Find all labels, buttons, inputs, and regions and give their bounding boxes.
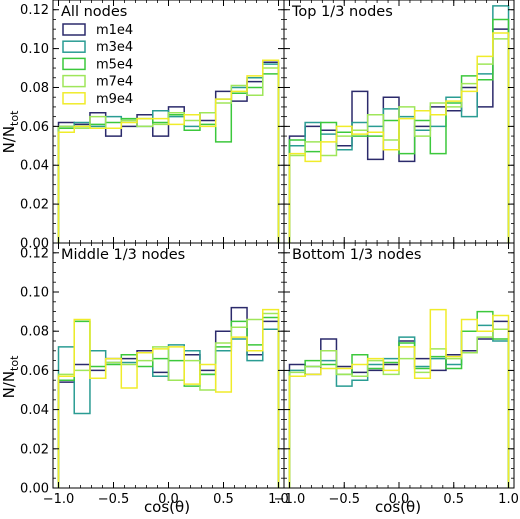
- y-tick-label: 0.08: [20, 325, 49, 340]
- y-axis-label-top: N/Ntot: [0, 110, 21, 154]
- x-tick-label: −1.0: [43, 492, 75, 507]
- series-m9e4: [288, 32, 510, 243]
- legend-label: m9e4: [96, 92, 133, 107]
- legend-swatch: [62, 74, 86, 88]
- panel-title: Middle 1/3 nodes: [61, 247, 185, 263]
- y-axis-label-bottom: N/Ntot: [0, 355, 21, 399]
- x-tick-label: 0.0: [389, 492, 410, 507]
- series-m9e4: [57, 59, 280, 243]
- legend-entry-m7e4: m7e4: [62, 74, 133, 90]
- x-tick-label: 0.5: [443, 492, 464, 507]
- y-tick-label: 0.10: [20, 42, 49, 57]
- series-m5e4: [57, 316, 280, 488]
- legend-swatch: [62, 92, 86, 105]
- legend-swatch: [62, 23, 86, 36]
- panel-title: Bottom 1/3 nodes: [292, 247, 421, 263]
- series-m1e4: [57, 306, 280, 488]
- legend-label: m3e4: [96, 40, 133, 55]
- y-tick-label: 0.12: [20, 246, 49, 261]
- y-tick-label: 0.06: [20, 120, 49, 135]
- x-tick-label: 0.5: [213, 492, 234, 507]
- y-tick-label: 0.04: [20, 159, 49, 174]
- panels-layer: 0.00 0.02 0.04 0.06 0.08 0.10 0.12 All nodes Top…: [20, 0, 519, 507]
- panel-title: Top 1/3 nodes: [291, 4, 393, 20]
- panel-2: Top 1/3 nodes: [283, 0, 515, 244]
- legend-entry-m1e4: m1e4: [62, 23, 133, 38]
- legend-label: m5e4: [96, 57, 133, 72]
- y-tick-label: 0.12: [20, 3, 49, 18]
- x-axis-label-right: cos(θ): [375, 498, 421, 516]
- x-tick-label: 1.0: [498, 492, 519, 507]
- series-m5e4: [57, 73, 280, 243]
- x-tick-label: 1.0: [268, 492, 289, 507]
- legend-label: m7e4: [96, 75, 133, 90]
- x-tick-label: −0.5: [328, 492, 360, 507]
- x-tick-label: 0.0: [158, 492, 179, 507]
- y-tick-label: 0.02: [20, 198, 49, 213]
- x-tick-label: −1.0: [274, 492, 306, 507]
- panel-4: −1.0 −0.5 0.0 0.5 1.0 Bottom 1/3 nodes: [274, 242, 519, 507]
- y-tick-label: 0.00: [20, 482, 49, 497]
- y-tick-label: 0.08: [20, 81, 49, 96]
- x-axis-label-left: cos(θ): [144, 498, 190, 516]
- y-axis-label-main: N/N: [0, 371, 18, 399]
- legend-swatch: [62, 57, 86, 71]
- series-m9e4: [57, 308, 280, 488]
- x-tick-label: −0.5: [98, 492, 130, 507]
- y-axis-label-subscript: tot: [8, 110, 21, 126]
- legend-swatch: [62, 40, 86, 53]
- series-m9e4: [288, 308, 510, 488]
- series-m1e4: [57, 61, 280, 243]
- legend-entry-m3e4: m3e4: [62, 40, 133, 55]
- y-axis-label-main: N/N: [0, 126, 18, 154]
- panel-3: 0.00 0.02 0.04 0.06 0.08 0.10 0.12 −1.0 −0.5 0.0 0…: [20, 242, 289, 507]
- legend-entry-m5e4: m5e4: [62, 57, 133, 72]
- y-tick-label: 0.02: [20, 442, 49, 457]
- panel-1: 0.00 0.02 0.04 0.06 0.08 0.10 0.12 All nodes: [20, 0, 285, 252]
- y-tick-label: 0.10: [20, 286, 49, 301]
- y-tick-label: 0.00: [20, 237, 49, 252]
- y-tick-label: 0.04: [20, 403, 49, 418]
- y-axis-label-subscript: tot: [8, 355, 21, 371]
- y-tick-label: 0.06: [20, 364, 49, 379]
- legend: m1e4 m3e4 m5e4 m7e4 m9e4: [62, 23, 133, 107]
- legend-label: m1e4: [96, 23, 133, 38]
- series-m7e4: [57, 67, 280, 243]
- panel-title: All nodes: [61, 4, 127, 20]
- legend-entry-m9e4: m9e4: [62, 92, 133, 107]
